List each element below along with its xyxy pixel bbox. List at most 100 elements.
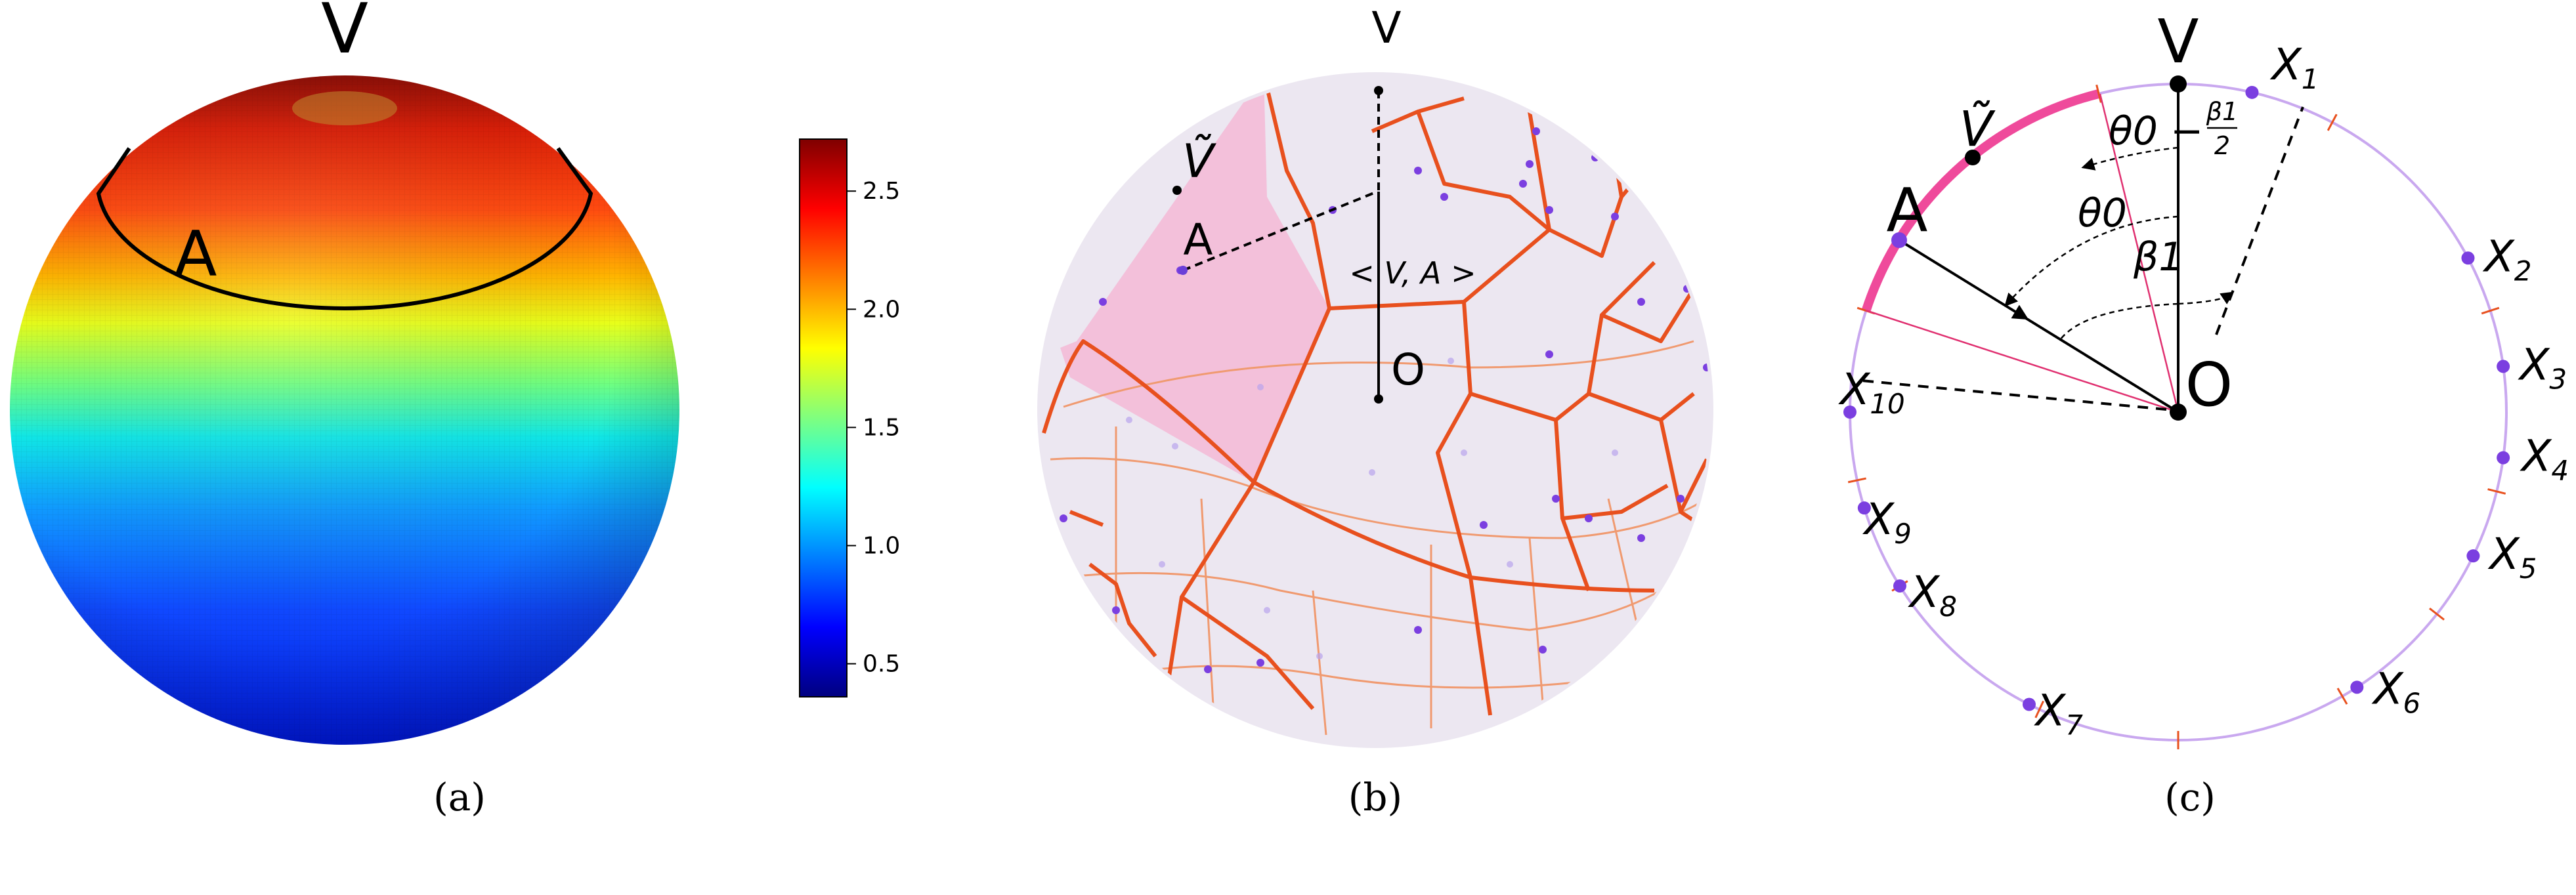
seed-point (1677, 495, 1685, 503)
seed-point-back (1257, 384, 1264, 390)
sample-point-x4 (2497, 451, 2510, 465)
point-v (1374, 86, 1383, 95)
label-x-subscript: 3 (2549, 363, 2567, 395)
colorbar: 0.5 1.0 1.5 2.0 2.5 (799, 138, 900, 697)
boundary-tick (2336, 688, 2348, 705)
label-a-c: A (1887, 175, 1928, 245)
highlight-arc (1861, 89, 2100, 312)
label-x3: X3 (2518, 339, 2567, 395)
seed-point (1060, 514, 1067, 522)
colorbar-tick-label: 0.5 (863, 651, 900, 678)
label-v-c: V (2158, 7, 2199, 77)
boundary-tick (2429, 608, 2445, 621)
seed-point-back (1126, 417, 1132, 423)
seed-point-back (1507, 561, 1513, 568)
label-beta: β1 (2133, 234, 2183, 280)
sample-point-x3 (2497, 360, 2510, 373)
angle-arc-beta-right (2178, 291, 2235, 305)
sample-point-x5 (2466, 549, 2480, 563)
highlighted-cell (1060, 75, 1329, 482)
label-angle: < V, A > (1349, 255, 1476, 291)
label-o-c: O (2185, 350, 2233, 420)
boundary-tick (2095, 84, 2102, 103)
sample-point-x8 (1893, 579, 1906, 593)
boundary-tick (2034, 700, 2044, 718)
panel-b: V Ṽ A < V, A > O (b) (1037, 3, 1713, 820)
label-x-subscript: 4 (2551, 455, 2569, 487)
boundary-tick (1847, 477, 1866, 484)
angle-arc-beta-left (2059, 302, 2179, 341)
point-v-c (2170, 75, 2187, 93)
seed-point (1545, 350, 1553, 358)
seed-point (1637, 534, 1645, 542)
label-x-subscript: 7 (2065, 709, 2083, 741)
label-x-prefix: X (2034, 686, 2067, 736)
seed-point (1519, 180, 1527, 188)
seed-point-back (1612, 449, 1618, 456)
label-x-prefix: X (1908, 567, 1941, 617)
label-x-subscript: 8 (1939, 591, 1957, 623)
label-x-subscript: 6 (2403, 687, 2421, 719)
caption-c: (c) (2164, 775, 2216, 820)
label-x4: X4 (2520, 431, 2569, 487)
sample-point-x7 (2023, 697, 2036, 711)
seed-point-back (1369, 469, 1375, 476)
label-vtilde-b: Ṽ (1182, 134, 1216, 188)
point-o (1374, 394, 1383, 404)
label-theta: θ0 (2078, 190, 2127, 236)
label-x-subscript: 5 (2520, 552, 2537, 585)
label-x-prefix: X (2482, 231, 2515, 281)
label-x-subscript: 2 (2514, 255, 2532, 287)
seed-point (1526, 160, 1534, 168)
label-x6: X6 (2371, 663, 2420, 719)
colorbar-ticks: 0.5 1.0 1.5 2.0 2.5 (847, 178, 900, 678)
label-x-prefix: X (1862, 494, 1895, 545)
seed-point (1611, 213, 1619, 220)
label-beta-frac-num: β1 (2206, 97, 2238, 126)
label-o-b: O (1391, 344, 1425, 395)
point-vtilde-c (1965, 150, 1981, 165)
sample-point-x1 (2245, 85, 2259, 99)
seed-point (1256, 659, 1264, 667)
seed-point (1637, 298, 1645, 306)
label-a: A (175, 219, 217, 291)
label-x-prefix: X (2269, 39, 2302, 90)
seed-point (1480, 521, 1488, 529)
sample-point-x2 (2461, 251, 2475, 265)
colorbar-tick-label: 1.5 (863, 414, 900, 441)
seed-point (1440, 193, 1448, 201)
caption-a: (a) (433, 775, 486, 820)
label-x10: X10 (1838, 364, 1905, 420)
label-x8: X8 (1908, 567, 1957, 623)
sample-point-x6 (2350, 680, 2364, 694)
seed-point (1532, 127, 1540, 135)
line-oa (1898, 239, 2179, 413)
label-theta-half: θ0 − (2109, 108, 2203, 154)
angle-arc-half (2081, 146, 2179, 171)
arrow-oa (2005, 304, 2029, 320)
label-vtilde-c: Ṽ (1960, 100, 1996, 157)
label-beta-frac-den: 2 (2214, 131, 2230, 160)
line-o-beta-edge (1865, 309, 2179, 413)
dashed-x10 (1860, 379, 2167, 411)
seed-point (1545, 206, 1553, 214)
label-v-b: V (1371, 3, 1401, 53)
colorbar-tick-label: 2.0 (863, 296, 900, 323)
label-x9: X9 (1862, 494, 1912, 550)
seed-point (1664, 213, 1671, 220)
point-a (1178, 266, 1188, 275)
seed-point (1112, 606, 1120, 614)
pole-highlight (292, 91, 397, 125)
sample-point-x9 (1857, 501, 1871, 515)
label-x-prefix: X (1838, 364, 1871, 415)
sample-point-x10 (1843, 406, 1857, 419)
voronoi-back-edges (1050, 340, 1707, 736)
colorbar-tick-label: 1.0 (863, 532, 900, 559)
seed-point (1204, 665, 1212, 673)
seed-point (1414, 626, 1422, 634)
boundary-tick (2327, 114, 2338, 131)
point-o-c (2170, 404, 2187, 421)
seed-point (1585, 514, 1593, 522)
